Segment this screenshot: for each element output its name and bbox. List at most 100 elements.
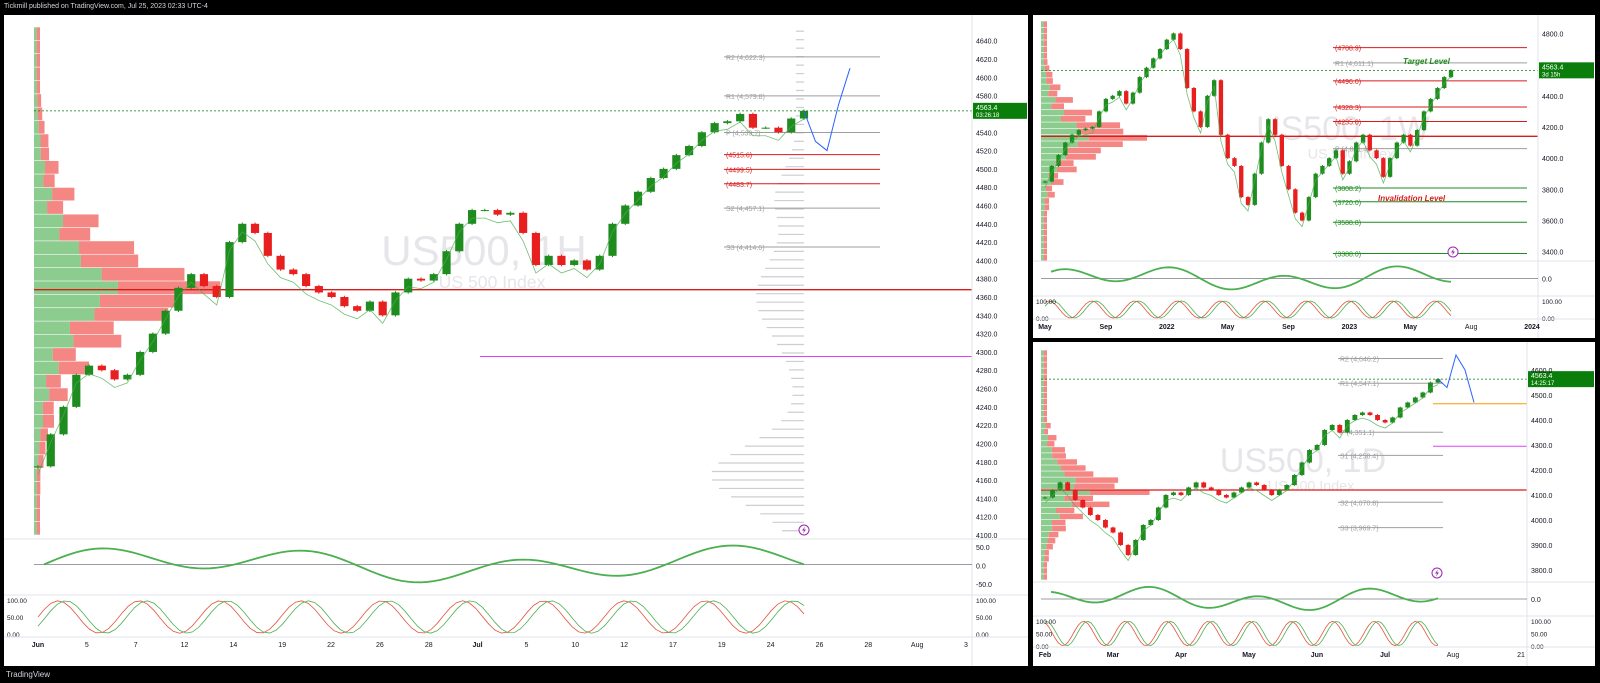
volume-profile-bar-red xyxy=(37,94,42,107)
candle-body xyxy=(1394,142,1400,159)
candle-body xyxy=(250,223,260,233)
chart-panel-1h[interactable]: US500, 1H US 500 Index R2 (4,622.3) R1 (4,5… xyxy=(4,15,1028,666)
candle-body xyxy=(1178,492,1184,495)
candle-body xyxy=(1225,134,1230,159)
candle-body xyxy=(161,310,170,334)
pivot-level-label: (4499.5) xyxy=(726,167,752,174)
volume-profile-bar-green xyxy=(1041,459,1058,465)
volume-profile-bar-green xyxy=(34,374,47,388)
candle-body xyxy=(1171,492,1176,495)
candle-body xyxy=(1340,150,1345,174)
candle-body xyxy=(1367,412,1373,415)
volume-profile-bar-red xyxy=(1043,217,1047,223)
oscillator-axis-tick: 50.0 xyxy=(976,545,990,552)
candle-body xyxy=(1374,150,1379,159)
candle-body xyxy=(1042,497,1048,499)
candle-body xyxy=(1083,128,1088,131)
candle-body xyxy=(1239,487,1244,493)
candle-body xyxy=(1415,130,1420,146)
candle-body xyxy=(1276,490,1282,495)
price-axis-tick: 4000.0 xyxy=(1542,156,1564,163)
volume-profile-bar-green xyxy=(1041,52,1044,59)
volume-profile-bar-red xyxy=(1077,141,1123,148)
volume-profile-bar-green xyxy=(34,160,46,174)
volume-profile-bar-red xyxy=(1044,550,1049,556)
stochastic-left-tick: 100.00 xyxy=(7,598,27,605)
candle-body xyxy=(493,210,502,215)
candle-body xyxy=(1375,415,1380,420)
pivot-level-label: (3808.2) xyxy=(1335,186,1361,193)
volume-profile-bar-green xyxy=(34,67,37,81)
candle-body xyxy=(1435,379,1441,383)
candle-body xyxy=(263,232,272,256)
candle-body xyxy=(46,434,55,467)
candle-body xyxy=(1412,397,1418,403)
volume-profile-bar-green xyxy=(1041,398,1044,405)
trailing-stop-line xyxy=(1044,384,1439,562)
candle-body xyxy=(519,212,528,233)
time-axis-label: 22 xyxy=(327,642,335,649)
chart-panel-1w[interactable]: US500, 1W US 500 Index (4708.9) R1 (4,611.1… xyxy=(1033,15,1595,338)
volume-profile-bar-green xyxy=(1041,128,1079,135)
candle-body xyxy=(608,223,617,256)
price-axis-tick: 4100.0 xyxy=(1531,493,1553,500)
candle-body xyxy=(557,255,566,265)
candle-body xyxy=(633,191,643,206)
candle-body xyxy=(1401,134,1406,143)
time-axis-label: Jul xyxy=(1380,652,1390,659)
volume-profile-bar-red xyxy=(1043,362,1047,368)
time-axis-label: Jun xyxy=(1311,652,1323,659)
candle-body xyxy=(697,132,706,146)
candle-body xyxy=(1193,482,1199,488)
volume-profile-bar-green xyxy=(1041,368,1044,374)
volume-profile-bar-red xyxy=(1043,210,1047,217)
volume-profile-bar-green xyxy=(1041,537,1048,544)
candle-body xyxy=(1087,507,1093,515)
volume-profile-bar-green xyxy=(1041,471,1065,477)
volume-profile-bar-red xyxy=(1043,33,1047,40)
volume-profile-bar-green xyxy=(1041,153,1066,160)
volume-profile-bar-green xyxy=(34,134,41,148)
price-axis-tick: 4340.0 xyxy=(976,313,998,320)
candle-body xyxy=(1322,430,1328,445)
volume-profile-bar-red xyxy=(36,521,40,535)
candle-body xyxy=(289,269,298,275)
candle-body xyxy=(646,178,655,192)
volume-profile-bar-red xyxy=(69,321,114,335)
candle-body xyxy=(1254,482,1260,485)
time-axis-label: 5 xyxy=(524,642,528,649)
volume-profile-bar-red xyxy=(1052,453,1066,459)
candle-body xyxy=(736,113,745,122)
time-axis-label: 19 xyxy=(278,642,286,649)
oscillator-axis-tick: -50.0 xyxy=(976,582,992,589)
candle-body xyxy=(1397,407,1403,418)
volume-profile-bar-red xyxy=(1043,404,1047,411)
volume-profile-bar-red xyxy=(1046,78,1053,84)
volume-profile-bar-red xyxy=(52,348,76,361)
volume-profile-bar-red xyxy=(1051,103,1065,110)
candle-body xyxy=(1367,134,1372,151)
price-axis-tick: 4440.0 xyxy=(976,222,998,229)
price-axis-tick: 4280.0 xyxy=(976,368,998,375)
last-price-value: 4563.4 xyxy=(976,105,998,112)
price-axis-tick: 4520.0 xyxy=(976,149,998,156)
candle-body xyxy=(1329,425,1335,430)
pivot-level-label: (3720.0) xyxy=(1335,200,1361,207)
price-axis-tick: 4500.0 xyxy=(976,167,998,174)
volume-profile-bar-green xyxy=(1041,556,1045,562)
candle-body xyxy=(148,333,157,352)
candle-body xyxy=(353,306,362,311)
candle-body xyxy=(429,274,438,281)
volume-profile-bar-green xyxy=(1041,134,1089,141)
volume-profile-bar-red xyxy=(1071,501,1110,508)
candle-body xyxy=(1124,91,1129,104)
candle-body xyxy=(1069,134,1075,143)
last-price-value: 4563.4 xyxy=(1531,373,1553,380)
chart-panel-1d[interactable]: US500, 1D US 500 Index R2 (4,646.2) R1 (4,5… xyxy=(1033,342,1595,666)
candle-body xyxy=(365,301,375,311)
volume-profile-bar-green xyxy=(1041,27,1044,34)
volume-profile-bar-red xyxy=(1057,166,1077,173)
